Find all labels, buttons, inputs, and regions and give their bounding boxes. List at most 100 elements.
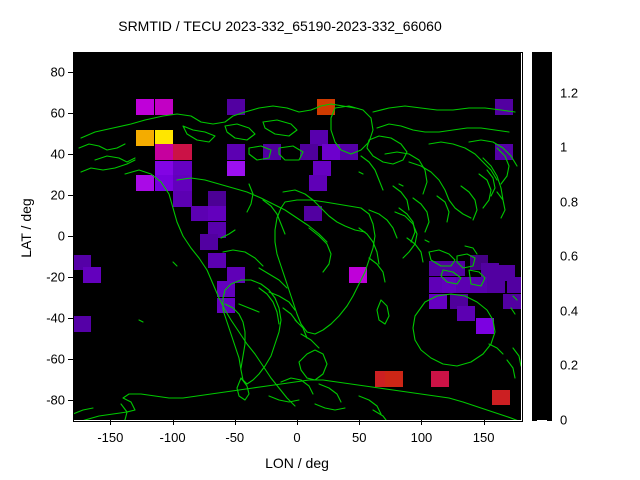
y-tick-mark — [68, 276, 73, 278]
x-tick-label: 150 — [472, 430, 495, 445]
y-tick-mark — [68, 358, 73, 360]
heatmap-cell — [136, 99, 155, 115]
heatmap-cell — [227, 160, 246, 177]
x-tick-label: -100 — [159, 430, 186, 445]
heatmap-cell — [487, 277, 506, 293]
x-tick-label: 100 — [410, 430, 433, 445]
x-tick-mark — [483, 420, 485, 425]
y-tick-mark — [68, 72, 73, 74]
colorbar-tick-mark — [532, 420, 537, 421]
colorbar-tick-mark — [547, 147, 552, 149]
heatmap-cell — [385, 371, 404, 387]
colorbar-tick-mark — [532, 365, 537, 367]
colorbar-tick-mark — [547, 365, 552, 367]
heatmap-cell — [208, 205, 227, 222]
y-tick-mark — [68, 399, 73, 401]
coastline-overlay — [73, 103, 521, 420]
heatmap-cell — [173, 191, 192, 207]
heatmap-cell — [316, 99, 335, 115]
colorbar-tick-label: 0 — [560, 412, 568, 428]
y-tick-mark — [68, 113, 73, 115]
heatmap-cell — [136, 175, 155, 191]
y-tick-label: 60 — [50, 105, 65, 121]
heatmap-cell — [310, 130, 329, 146]
y-axis-label: LAT / deg — [18, 198, 34, 258]
heatmap-cell — [154, 160, 173, 177]
map-plot-area[interactable] — [73, 52, 521, 420]
heatmap-cell — [309, 175, 328, 191]
colorbar-tick-mark — [532, 310, 537, 312]
colorbar-tick-label: 1.2 — [560, 85, 579, 101]
x-tick-mark — [421, 420, 423, 425]
x-tick-label: 50 — [351, 430, 367, 445]
colorbar-tick-mark — [547, 420, 552, 421]
heatmap-cell — [199, 234, 218, 250]
y-tick-label: 80 — [50, 64, 65, 80]
x-tick-mark — [297, 420, 298, 425]
y-tick-label: -60 — [46, 351, 65, 367]
y-tick-label: -40 — [46, 310, 65, 326]
heatmap-cell — [173, 160, 192, 177]
x-tick-mark — [234, 420, 236, 425]
heatmap-cell — [154, 175, 173, 191]
heatmap-cell — [208, 222, 227, 238]
heatmap-cell — [136, 130, 155, 146]
x-tick-mark — [110, 420, 112, 425]
colorbar-tick-mark — [532, 256, 537, 258]
x-tick-mark — [359, 420, 361, 425]
heatmap-cell — [300, 144, 319, 160]
x-tick-mark — [172, 420, 174, 425]
heatmap-cell — [208, 191, 227, 207]
y-tick-mark — [68, 236, 73, 237]
colorbar[interactable] — [532, 52, 552, 420]
heatmap-cell — [492, 389, 511, 406]
colorbar-gradient — [533, 53, 551, 419]
heatmap-cell — [503, 293, 521, 310]
heatmap-cell — [480, 262, 499, 279]
heatmap-cell — [154, 144, 173, 160]
heatmap-cell — [449, 293, 468, 310]
heatmap-cell — [227, 144, 246, 160]
x-tick-label: -50 — [225, 430, 245, 445]
heatmap-cell — [304, 205, 323, 222]
y-tick-label: 40 — [50, 146, 65, 162]
y-tick-label: 20 — [50, 187, 65, 203]
heatmap-cell — [321, 144, 340, 160]
y-tick-label: -80 — [46, 392, 65, 408]
heatmap-cell — [154, 99, 173, 115]
y-tick-label: -20 — [46, 269, 65, 285]
page-title: SRMTID / TECU 2023-332_65190-2023-332_66… — [118, 18, 442, 34]
heatmap-cell — [208, 252, 227, 269]
colorbar-tick-mark — [532, 201, 537, 203]
heatmap-cell — [312, 160, 331, 177]
colorbar-tick-mark — [547, 92, 552, 94]
colorbar-tick-label: 0.2 — [560, 357, 579, 373]
heatmap-cell — [227, 267, 246, 283]
heatmap-cell — [507, 277, 521, 293]
heatmap-cell — [497, 265, 516, 281]
y-tick-mark — [68, 317, 73, 319]
heatmap-cell — [217, 297, 236, 314]
heatmap-cell — [455, 277, 474, 293]
x-axis-label: LON / deg — [265, 455, 329, 471]
colorbar-tick-mark — [532, 147, 537, 149]
y-tick-mark — [68, 154, 73, 156]
y-tick-label: 0 — [57, 228, 65, 244]
heatmap-cell — [82, 267, 101, 283]
heatmap-cell — [154, 130, 173, 146]
heatmap-cell — [73, 316, 91, 332]
colorbar-tick-mark — [532, 92, 537, 94]
heatmap-cell — [227, 99, 246, 115]
colorbar-tick-label: 0.4 — [560, 303, 579, 319]
colorbar-tick-mark — [547, 256, 552, 258]
heatmap-cell — [457, 305, 476, 322]
heatmap-cell — [190, 205, 209, 222]
heatmap-cell — [428, 277, 447, 293]
x-tick-label: 0 — [293, 430, 301, 445]
colorbar-tick-label: 0.8 — [560, 194, 579, 210]
heatmap-cell — [340, 144, 359, 160]
colorbar-tick-label: 0.6 — [560, 248, 579, 264]
heatmap-cell — [348, 267, 367, 283]
colorbar-tick-mark — [547, 310, 552, 312]
